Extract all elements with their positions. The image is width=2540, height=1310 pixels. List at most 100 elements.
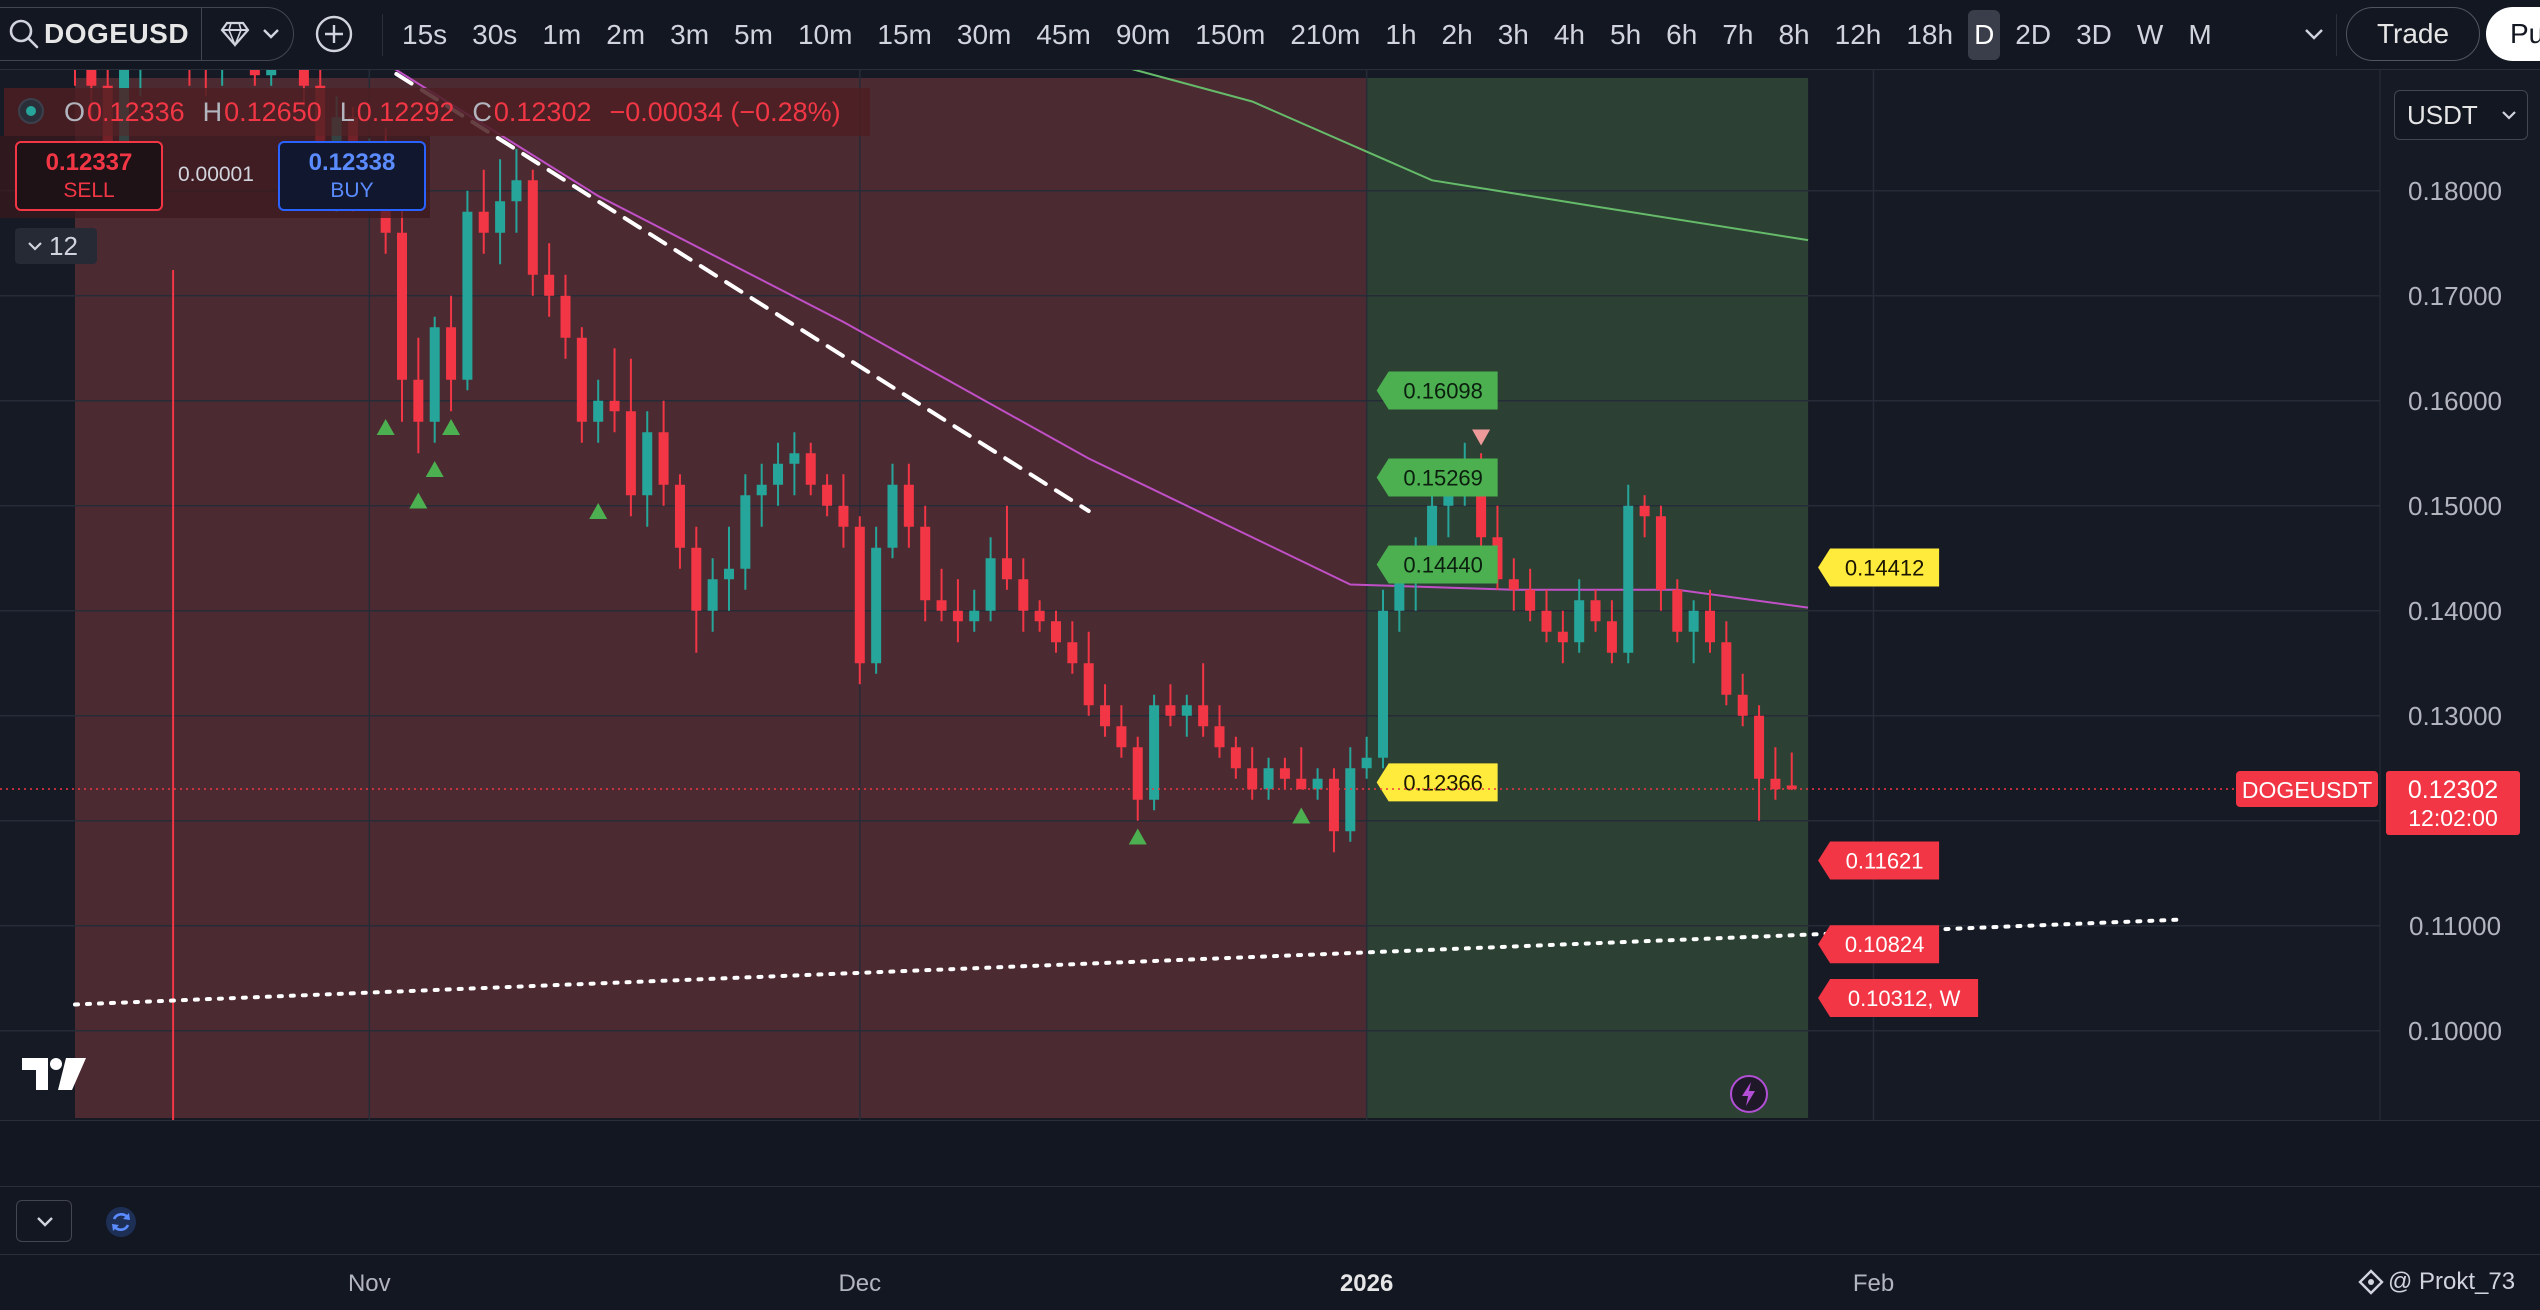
candle-body[interactable] bbox=[1672, 589, 1683, 632]
candle-body[interactable] bbox=[298, 70, 309, 86]
interval-15m[interactable]: 15m bbox=[877, 19, 932, 50]
candle-body[interactable] bbox=[1296, 778, 1307, 790]
interval-15s[interactable]: 15s bbox=[402, 19, 448, 50]
candle-body[interactable] bbox=[1067, 642, 1078, 664]
interval-1h[interactable]: 1h bbox=[1385, 19, 1417, 50]
symbol-badge[interactable] bbox=[2236, 771, 2378, 808]
candle-body[interactable] bbox=[511, 180, 522, 202]
candle-body[interactable] bbox=[462, 211, 473, 380]
interval-30m[interactable]: 30m bbox=[956, 19, 1012, 50]
candle-body[interactable] bbox=[838, 505, 849, 527]
candle-body[interactable] bbox=[1165, 705, 1176, 716]
more-intervals-chevron-icon[interactable] bbox=[2300, 18, 2328, 52]
candle-body[interactable] bbox=[1508, 579, 1519, 590]
candle-body[interactable] bbox=[1786, 785, 1797, 790]
candle-body[interactable] bbox=[691, 547, 702, 611]
candle-body[interactable] bbox=[413, 379, 424, 422]
candle-body[interactable] bbox=[560, 295, 571, 338]
interval-30s[interactable]: 30s bbox=[472, 19, 518, 50]
interval-4h[interactable]: 4h bbox=[1553, 19, 1585, 50]
candle-body[interactable] bbox=[625, 411, 636, 496]
candle-body[interactable] bbox=[397, 232, 407, 380]
candle-body[interactable] bbox=[1198, 705, 1209, 727]
candle-body[interactable] bbox=[249, 70, 260, 76]
interval-3m[interactable]: 3m bbox=[670, 19, 710, 50]
interval-12h[interactable]: 12h bbox=[1834, 19, 1882, 50]
trade-button[interactable]: Trade bbox=[2346, 7, 2480, 61]
candle-body[interactable] bbox=[1606, 621, 1617, 653]
candle-body[interactable] bbox=[609, 400, 620, 412]
refresh-icon[interactable] bbox=[104, 1205, 138, 1239]
interval-d[interactable]: D bbox=[1968, 10, 2001, 60]
symbol-name[interactable]: DOGEUSD bbox=[44, 18, 190, 49]
candle-body[interactable] bbox=[871, 547, 882, 664]
candle-body[interactable] bbox=[756, 484, 767, 496]
interval-150m[interactable]: 150m bbox=[1195, 19, 1266, 50]
tradingview-logo-icon[interactable] bbox=[20, 1056, 88, 1092]
candle-body[interactable] bbox=[887, 484, 898, 548]
candle-body[interactable] bbox=[936, 600, 947, 611]
candle-body[interactable] bbox=[1443, 495, 1454, 506]
interval-90m[interactable]: 90m bbox=[1115, 19, 1171, 50]
candle-body[interactable] bbox=[969, 610, 980, 622]
market-status-icon[interactable] bbox=[18, 98, 44, 124]
candle-body[interactable] bbox=[1721, 642, 1732, 695]
candle-body[interactable] bbox=[854, 526, 865, 664]
candle-body[interactable] bbox=[1655, 516, 1666, 590]
candle-body[interactable] bbox=[1116, 726, 1127, 748]
candle-body[interactable] bbox=[1018, 579, 1029, 611]
candle-body[interactable] bbox=[1590, 600, 1601, 622]
candle-body[interactable] bbox=[1557, 631, 1568, 643]
candle-body[interactable] bbox=[1525, 589, 1536, 611]
candle-body[interactable] bbox=[822, 484, 833, 506]
currency-select[interactable]: USDT bbox=[2394, 90, 2528, 140]
interval-45m[interactable]: 45m bbox=[1036, 19, 1091, 50]
interval-18h[interactable]: 18h bbox=[1906, 19, 1954, 50]
interval-2d[interactable]: 2D bbox=[2015, 19, 2052, 50]
candle-body[interactable] bbox=[429, 327, 440, 422]
candle-body[interactable] bbox=[1541, 610, 1552, 632]
candle-body[interactable] bbox=[985, 558, 996, 611]
compare-dropdown[interactable] bbox=[220, 21, 282, 47]
interval-7h[interactable]: 7h bbox=[1722, 19, 1754, 50]
indicators-toggle[interactable]: 12 bbox=[15, 228, 97, 264]
candle-body[interactable] bbox=[707, 579, 718, 611]
candle-body[interactable] bbox=[1770, 778, 1781, 790]
interval-10m[interactable]: 10m bbox=[797, 19, 853, 50]
interval-5m[interactable]: 5m bbox=[734, 19, 773, 50]
candle-body[interactable] bbox=[1328, 778, 1339, 832]
candle-body[interactable] bbox=[1754, 715, 1765, 779]
candle-body[interactable] bbox=[1083, 663, 1094, 706]
interval-m[interactable]: M bbox=[2188, 19, 2212, 50]
symbol-search[interactable]: DOGEUSD bbox=[0, 7, 294, 61]
candle-body[interactable] bbox=[495, 201, 506, 233]
candle-body[interactable] bbox=[544, 274, 555, 296]
candle-body[interactable] bbox=[1279, 768, 1290, 779]
collapse-panel-button[interactable] bbox=[16, 1200, 72, 1242]
candle-body[interactable] bbox=[1623, 505, 1634, 653]
candle-body[interactable] bbox=[446, 327, 457, 380]
candle-body[interactable] bbox=[593, 400, 604, 422]
candle-body[interactable] bbox=[789, 453, 800, 464]
candle-body[interactable] bbox=[920, 526, 931, 601]
candle-body[interactable] bbox=[1394, 579, 1405, 611]
price-chart[interactable]: 0.18000 0.17000 0.16000 0.15000 0.14000 0.130… bbox=[0, 70, 2540, 1120]
interval-1m[interactable]: 1m bbox=[542, 19, 582, 50]
candle-body[interactable] bbox=[773, 463, 784, 485]
buy-button[interactable]: 0.12338 BUY bbox=[278, 141, 426, 211]
candle-body[interactable] bbox=[658, 432, 669, 485]
candle-body[interactable] bbox=[266, 70, 277, 76]
interval-5h[interactable]: 5h bbox=[1610, 19, 1642, 50]
dotted-trend-line[interactable] bbox=[73, 917, 2187, 1007]
candle-body[interactable] bbox=[903, 484, 914, 527]
candle-body[interactable] bbox=[1361, 757, 1372, 769]
candle-body[interactable] bbox=[478, 211, 489, 233]
interval-6h[interactable]: 6h bbox=[1666, 19, 1698, 50]
candle-body[interactable] bbox=[527, 180, 538, 275]
candle-body[interactable] bbox=[1427, 505, 1438, 559]
candle-body[interactable] bbox=[1001, 558, 1012, 580]
candle-body[interactable] bbox=[1705, 610, 1715, 643]
search-icon[interactable] bbox=[4, 14, 44, 54]
interval-2h[interactable]: 2h bbox=[1441, 19, 1473, 50]
candle-body[interactable] bbox=[1312, 778, 1323, 790]
